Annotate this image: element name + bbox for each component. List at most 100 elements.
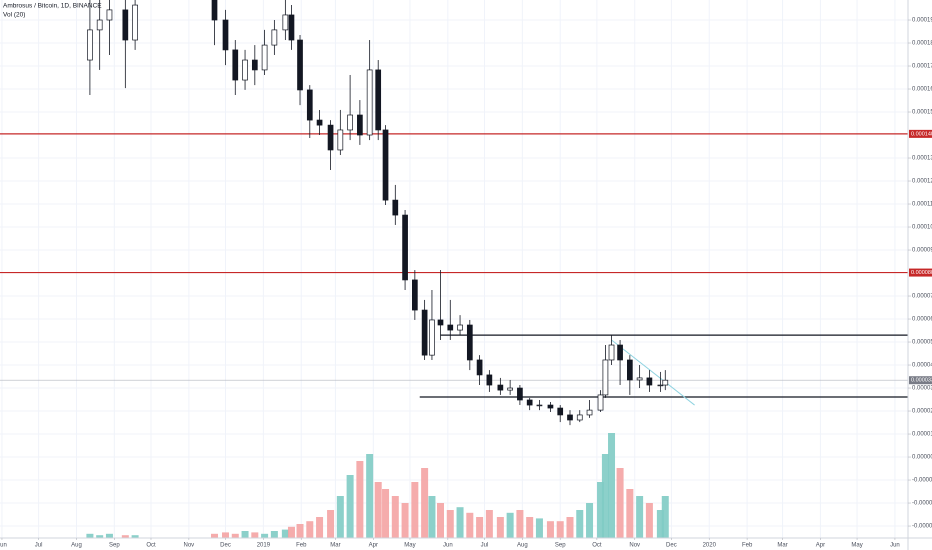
volume-bar: [96, 535, 104, 538]
candle-body: [382, 129, 389, 201]
volume-bar: [626, 489, 634, 538]
volume-bar: [382, 489, 390, 538]
volume-bar: [506, 512, 514, 538]
candle-body: [466, 324, 473, 361]
candle-body: [586, 409, 593, 416]
volume-bar: [231, 533, 239, 538]
candle-body: [429, 319, 435, 356]
volume-bar: [374, 482, 382, 538]
volume-bar: [456, 507, 464, 538]
volume-bar: [446, 510, 454, 538]
x-tick-label: Jul: [481, 543, 489, 549]
candle-body: [327, 124, 334, 151]
candle-body: [282, 14, 289, 31]
candle-body: [597, 394, 604, 411]
y-tick-label: 0.0000500: [912, 340, 932, 346]
candle-body: [517, 387, 523, 401]
candle-body: [222, 19, 229, 51]
volume-bar: [566, 517, 574, 538]
candle-body: [87, 29, 93, 61]
candle-body: [402, 214, 408, 281]
candle-body: [211, 0, 218, 21]
x-tick-label: Feb: [742, 543, 753, 549]
volume-bar: [270, 531, 278, 538]
volume-bar: [356, 461, 364, 538]
candle-body: [617, 344, 623, 361]
x-tick-label: Sep: [555, 543, 566, 549]
y-tick-label: 0.0001900: [912, 18, 932, 24]
volume-bar: [401, 503, 409, 538]
candle-body: [316, 119, 323, 126]
volume-bar: [576, 510, 584, 538]
price-line-tag: [909, 268, 932, 277]
y-tick-label: 0.0001500: [912, 110, 932, 116]
x-tick-label: Sep: [109, 543, 120, 549]
volume-legend: Vol (20): [3, 12, 25, 19]
x-tick-label: 2019: [257, 543, 271, 549]
x-tick-label: May: [851, 543, 862, 549]
x-tick-label: Mar: [777, 543, 787, 549]
candle-body: [626, 359, 633, 381]
candle-body: [392, 199, 399, 216]
x-tick-label: Oct: [146, 543, 156, 549]
trend-line: [611, 339, 695, 406]
y-tick-label: 0.0001100: [912, 202, 932, 208]
candle-body: [106, 9, 113, 21]
candle-body: [447, 324, 454, 331]
y-tick-label: 0.0000900: [912, 248, 932, 254]
candle-body: [636, 377, 643, 381]
x-tick-label: 2020: [703, 543, 717, 549]
volume-bar: [281, 529, 289, 538]
volume-bar: [287, 526, 295, 538]
volume-bar: [636, 496, 644, 538]
volume-bar: [608, 433, 616, 538]
candle-body: [232, 49, 239, 81]
y-tick-label: 0.0001700: [912, 64, 932, 70]
y-tick-label: 0.0001200: [912, 179, 932, 185]
y-tick-label: 0.0001300: [912, 156, 932, 162]
chart-title: Ambrosus / Bitcoin, 1D, BINANCE: [3, 3, 102, 10]
volume-bar: [222, 532, 230, 538]
candle-body: [457, 324, 463, 331]
volume-bar: [251, 532, 259, 538]
grid: [0, 0, 908, 538]
x-tick-label: Apr: [816, 543, 825, 549]
volume-bar: [316, 517, 324, 538]
volume-bar: [86, 533, 94, 538]
x-tick-label: Jun: [890, 543, 900, 549]
x-tick-label: Aug: [517, 543, 528, 549]
y-tick-label: -0.0000200: [912, 501, 932, 507]
volume-bar: [616, 468, 624, 538]
candle-body: [547, 404, 554, 409]
plot-area: [0, 0, 908, 538]
price-line-tag: [909, 129, 932, 138]
legend: Ambrosus / Bitcoin, 1D, BINANCE Vol (20): [3, 3, 102, 19]
volume-bar: [526, 517, 534, 538]
x-tick-label: Nov: [184, 543, 195, 549]
candle-body: [602, 359, 609, 396]
candle-body: [557, 407, 564, 416]
candle-body: [536, 404, 543, 407]
y-tick-label: 0.0000300: [912, 386, 932, 392]
candle-body: [437, 319, 444, 326]
candle-body: [576, 414, 583, 421]
y-tick-label: 0.0001600: [912, 87, 932, 93]
candle-body: [251, 59, 258, 71]
y-tick-label: -0.0000100: [912, 478, 932, 484]
candle-body: [347, 114, 353, 131]
candle-body: [646, 377, 653, 386]
x-tick-label: Oct: [592, 543, 602, 549]
x-tick-label: Feb: [296, 543, 307, 549]
candle-body: [96, 19, 103, 31]
candle-body: [261, 44, 268, 71]
x-tick-label: Jun: [0, 543, 7, 549]
y-tick-label: 0.0001800: [912, 41, 932, 47]
candle-body: [306, 89, 313, 121]
volume-bar: [556, 521, 564, 538]
volume-bar: [485, 510, 493, 538]
candle-body: [476, 359, 483, 376]
candle-body: [366, 69, 373, 136]
